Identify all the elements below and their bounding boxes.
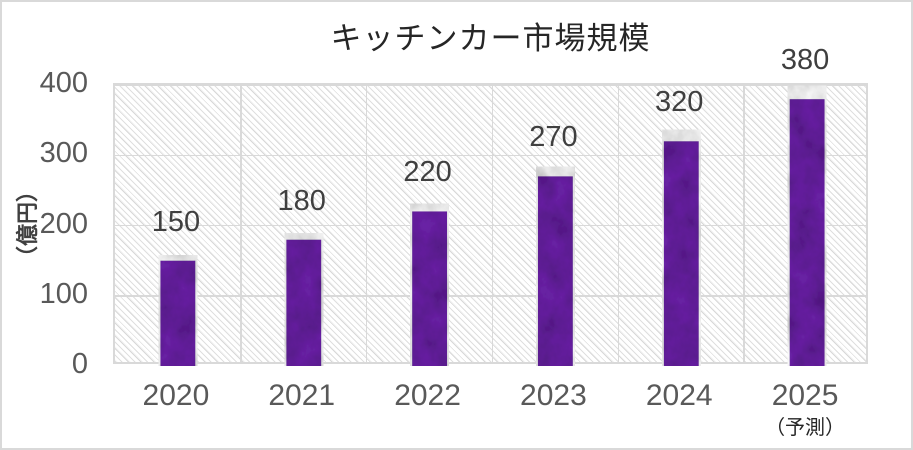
gridline-horizontal — [115, 224, 866, 227]
x-tick-label: 2022 — [394, 379, 461, 412]
x-tick-label: 2025 — [771, 379, 839, 412]
y-tick-label: 400 — [39, 67, 88, 99]
x-tick-label: 2024 — [645, 379, 713, 412]
gridline-vertical — [365, 85, 368, 362]
gridline-vertical — [240, 85, 242, 362]
data-label: 220 — [403, 156, 452, 189]
gridline-vertical — [743, 85, 745, 362]
bar — [537, 176, 573, 366]
bar — [160, 260, 196, 366]
x-tick-sublabel: （予測） — [765, 417, 846, 439]
bar — [663, 141, 699, 366]
bar — [286, 239, 322, 366]
plot-area — [113, 83, 870, 366]
gridline-horizontal — [115, 84, 866, 86]
bar — [789, 99, 825, 366]
x-tick-label: 2021 — [268, 379, 336, 412]
data-label: 380 — [780, 44, 830, 77]
y-tick-label: 0 — [71, 348, 88, 380]
gridline-horizontal — [115, 295, 866, 297]
gridline-vertical — [617, 85, 620, 362]
x-tick-label: 2020 — [142, 379, 210, 412]
y-tick-label: 200 — [39, 207, 88, 240]
y-tick-label: 300 — [39, 137, 88, 170]
x-tick-label: 2023 — [520, 379, 587, 412]
chart-title: キッチンカー市場規模 — [330, 21, 651, 56]
y-tick-label: 100 — [39, 277, 88, 310]
gridline-horizontal — [115, 154, 866, 156]
bar — [412, 211, 448, 366]
data-label: 270 — [529, 121, 578, 154]
data-label: 150 — [151, 205, 201, 238]
gridline-vertical — [491, 85, 494, 362]
data-label: 320 — [655, 86, 704, 119]
data-label: 180 — [277, 184, 326, 217]
bars-layer — [115, 85, 870, 366]
